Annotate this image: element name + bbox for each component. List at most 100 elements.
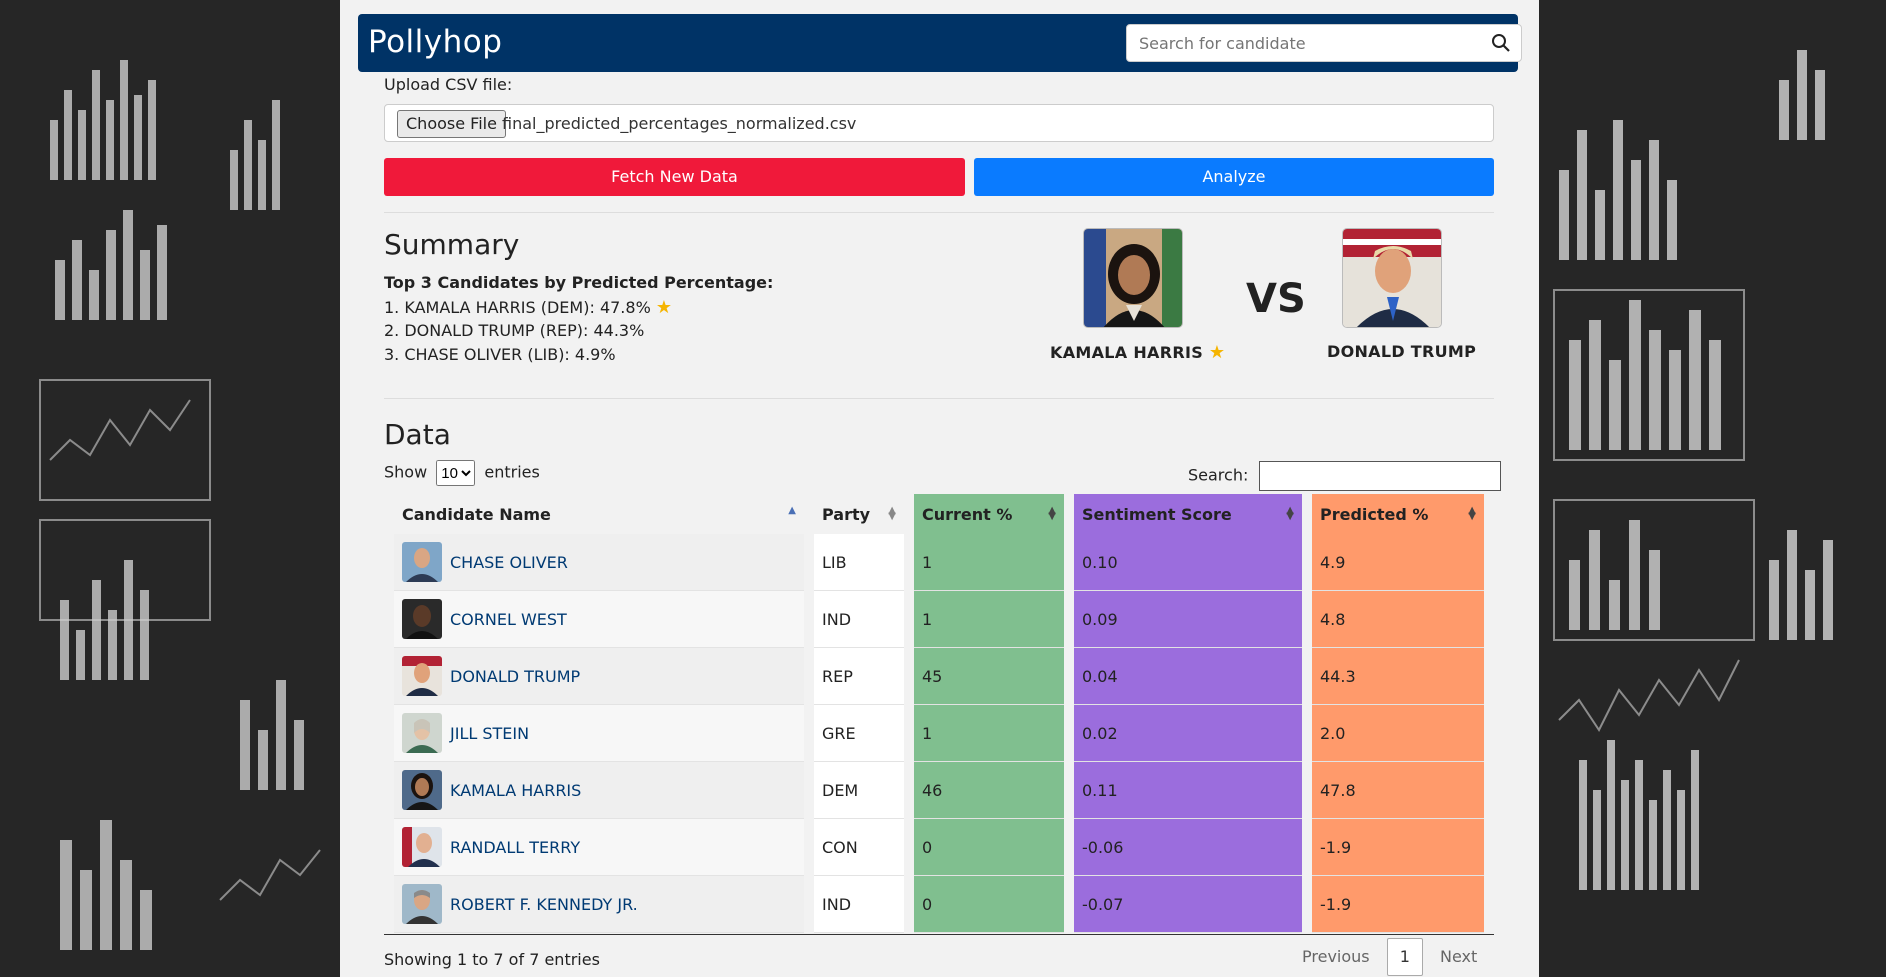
background-charts-left [0, 0, 340, 977]
summary-line: 1. KAMALA HARRIS (DEM): 47.8% ★ [384, 297, 672, 318]
summary-line: 2. DONALD TRUMP (REP): 44.3% [384, 321, 645, 340]
table-row: JILL STEIN GRE 1 0.02 2.0 [394, 705, 1484, 762]
versus-left-name: KAMALA HARRIS ★ [1050, 342, 1225, 363]
summary-line: 3. CHASE OLIVER (LIB): 4.9% [384, 345, 616, 364]
column-header-sentiment[interactable]: Sentiment Score ▲ ▼ [1074, 494, 1302, 534]
current-cell: 0 [914, 876, 1064, 933]
candidate-name-cell: DONALD TRUMP [394, 648, 804, 705]
predicted-cell: 2.0 [1312, 705, 1484, 762]
candidate-avatar [402, 884, 442, 924]
sentiment-cell: -0.06 [1074, 819, 1302, 876]
candidate-name-cell: CHASE OLIVER [394, 534, 804, 591]
previous-page-button[interactable]: Previous [1302, 947, 1370, 966]
summary-line-text: 1. KAMALA HARRIS (DEM): 47.8% [384, 298, 651, 317]
table-search: Search: [1188, 461, 1502, 491]
candidate-photo-harris [1083, 228, 1183, 328]
versus-label: VS [1246, 276, 1306, 322]
star-icon: ★ [655, 297, 672, 318]
app-brand[interactable]: Pollyhop [368, 24, 503, 60]
party-cell: DEM [814, 762, 904, 819]
current-cell: 1 [914, 705, 1064, 762]
entries-label: entries [484, 462, 540, 482]
sort-icon: ▲ ▼ [1468, 505, 1476, 522]
candidate-avatar [402, 827, 442, 867]
summary-subtitle: Top 3 Candidates by Predicted Percentage… [384, 273, 774, 292]
predicted-cell: 44.3 [1312, 648, 1484, 705]
candidate-photo-trump [1342, 228, 1442, 328]
candidate-name-cell: JILL STEIN [394, 705, 804, 762]
predicted-cell: -1.9 [1312, 876, 1484, 933]
party-cell: GRE [814, 705, 904, 762]
table-search-label: Search: [1188, 465, 1249, 485]
predicted-cell: 47.8 [1312, 762, 1484, 819]
divider [384, 212, 1494, 213]
main-page: Pollyhop Upload CSV file: Choose File fi… [340, 0, 1539, 977]
candidate-avatar [402, 599, 442, 639]
data-title: Data [384, 418, 451, 451]
table-row: CORNEL WEST IND 1 0.09 4.8 [394, 591, 1484, 648]
file-input[interactable]: Choose File final_predicted_percentages_… [384, 104, 1494, 142]
candidate-name-cell: ROBERT F. KENNEDY JR. [394, 876, 804, 933]
search-icon[interactable] [1491, 33, 1511, 57]
sort-asc-icon: ▲ [788, 505, 796, 516]
current-cell: 1 [914, 534, 1064, 591]
pagination: Previous 1 Next [1290, 938, 1489, 976]
table-search-input[interactable] [1259, 461, 1502, 491]
entries-length-control: Show 10 entries [384, 460, 540, 486]
table-row: CHASE OLIVER LIB 1 0.10 4.9 [394, 534, 1484, 591]
party-cell: IND [814, 591, 904, 648]
sort-icon: ▲ ▼ [1286, 505, 1294, 522]
fetch-new-data-button[interactable]: Fetch New Data [384, 158, 965, 196]
candidates-table: Candidate Name ▲ Party ▲ ▼ Current % ▲ ▼ S… [384, 494, 1494, 933]
sentiment-cell: -0.07 [1074, 876, 1302, 933]
sentiment-cell: 0.04 [1074, 648, 1302, 705]
column-header-current[interactable]: Current % ▲ ▼ [914, 494, 1064, 534]
column-header-predicted[interactable]: Predicted % ▲ ▼ [1312, 494, 1484, 534]
party-cell: LIB [814, 534, 904, 591]
table-row: KAMALA HARRIS DEM 46 0.11 47.8 [394, 762, 1484, 819]
column-header-candidate-name[interactable]: Candidate Name ▲ [394, 494, 804, 534]
candidate-avatar [402, 656, 442, 696]
upload-label: Upload CSV file: [384, 75, 513, 94]
versus-left-name-text: KAMALA HARRIS [1050, 343, 1204, 362]
next-page-button[interactable]: Next [1440, 947, 1478, 966]
sentiment-cell: 0.11 [1074, 762, 1302, 819]
summary-title: Summary [384, 228, 520, 261]
candidate-link[interactable]: RANDALL TERRY [450, 837, 581, 857]
candidate-name-cell: RANDALL TERRY [394, 819, 804, 876]
column-header-party[interactable]: Party ▲ ▼ [814, 494, 904, 534]
table-row: DONALD TRUMP REP 45 0.04 44.3 [394, 648, 1484, 705]
background-charts-right [1539, 0, 1886, 977]
current-cell: 46 [914, 762, 1064, 819]
analyze-button[interactable]: Analyze [974, 158, 1494, 196]
show-label: Show [384, 462, 428, 482]
table-row: RANDALL TERRY CON 0 -0.06 -1.9 [394, 819, 1484, 876]
selected-file-name: final_predicted_percentages_normalized.c… [502, 114, 857, 133]
table-bottom-border [384, 934, 1494, 935]
candidate-search-input[interactable] [1137, 25, 1481, 61]
table-info: Showing 1 to 7 of 7 entries [384, 950, 600, 969]
star-icon: ★ [1208, 342, 1226, 363]
candidate-link[interactable]: KAMALA HARRIS [450, 780, 582, 800]
candidate-link[interactable]: DONALD TRUMP [450, 666, 581, 686]
candidate-link[interactable]: CHASE OLIVER [450, 552, 568, 572]
sort-icon: ▲ ▼ [888, 505, 896, 522]
candidate-name-cell: KAMALA HARRIS [394, 762, 804, 819]
party-cell: REP [814, 648, 904, 705]
table-row: ROBERT F. KENNEDY JR. IND 0 -0.07 -1.9 [394, 876, 1484, 933]
party-cell: IND [814, 876, 904, 933]
sentiment-cell: 0.10 [1074, 534, 1302, 591]
background-chart-art [39, 60, 321, 950]
choose-file-button[interactable]: Choose File [397, 110, 506, 138]
sentiment-cell: 0.09 [1074, 591, 1302, 648]
background-chart-art [1553, 50, 1833, 890]
party-cell: CON [814, 819, 904, 876]
page-1-button[interactable]: 1 [1386, 938, 1423, 976]
candidate-link[interactable]: JILL STEIN [450, 723, 530, 743]
candidate-avatar [402, 542, 442, 582]
entries-length-select[interactable]: 10 [436, 460, 476, 486]
candidate-link[interactable]: CORNEL WEST [450, 609, 567, 629]
candidate-link[interactable]: ROBERT F. KENNEDY JR. [450, 894, 638, 914]
sort-icon: ▲ ▼ [1048, 505, 1056, 522]
current-cell: 0 [914, 819, 1064, 876]
